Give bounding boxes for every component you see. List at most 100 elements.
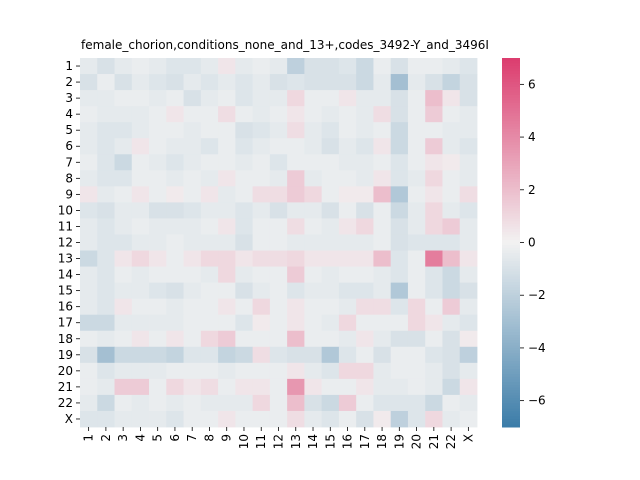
heatmap-cell-16-18 — [373, 298, 392, 316]
heatmap-cell-5-11 — [252, 122, 271, 139]
heatmap-cell-X-1 — [80, 410, 98, 428]
heatmap-cell-10-9 — [218, 202, 236, 219]
heatmap-cell-7-16 — [338, 154, 357, 171]
x-tick-label: 19 — [392, 434, 406, 449]
colorbar-strip — [502, 213, 520, 217]
heatmap-cell-3-6 — [166, 90, 184, 107]
colorbar-strip — [502, 324, 520, 328]
heatmap-cell-3-16 — [338, 90, 357, 107]
heatmap-cell-13-17 — [356, 250, 374, 267]
heatmap-cell-20-11 — [252, 362, 271, 380]
colorbar-strip — [502, 181, 520, 186]
heatmap-cell-12-13 — [287, 234, 305, 251]
heatmap-cell-1-21 — [425, 58, 443, 75]
heatmap-cell-9-22 — [442, 186, 461, 203]
colorbar-strip — [502, 113, 520, 117]
colorbar-strip — [502, 321, 520, 325]
heatmap-cell-9-21 — [425, 186, 443, 203]
heatmap-cell-21-15 — [321, 378, 340, 396]
colorbar-strip — [502, 147, 520, 151]
heatmap-cell-18-1 — [80, 330, 98, 348]
heatmap-cell-15-X — [459, 282, 478, 300]
heatmap-cell-15-4 — [131, 282, 150, 300]
heatmap-cell-18-5 — [149, 330, 167, 348]
heatmap-cell-9-9 — [218, 186, 236, 203]
x-tick-label: 15 — [323, 434, 337, 449]
heatmap-cell-22-12 — [269, 394, 288, 412]
heatmap-cell-11-21 — [425, 218, 443, 235]
colorbar-tick-label: 4 — [528, 130, 536, 144]
colorbar-strip — [502, 160, 520, 164]
colorbar-strip — [502, 384, 520, 388]
colorbar-strip — [502, 84, 520, 88]
heatmap-cell-17-6 — [166, 314, 184, 332]
heatmap-cell-2-9 — [218, 74, 236, 91]
heatmap-cell-6-6 — [166, 138, 184, 155]
heatmap-cell-19-4 — [131, 346, 150, 364]
heatmap-cell-9-11 — [252, 186, 271, 203]
heatmap-cell-4-12 — [269, 106, 288, 123]
heatmap-cell-3-12 — [269, 90, 288, 107]
heatmap-cell-13-3 — [114, 250, 133, 267]
colorbar-strip — [502, 226, 520, 230]
heatmap-cell-13-21 — [425, 250, 443, 267]
heatmap-cell-14-3 — [114, 266, 133, 284]
heatmap-cell-10-18 — [373, 202, 392, 219]
heatmap-cell-15-9 — [218, 282, 236, 300]
colorbar-strip — [502, 229, 520, 233]
heatmap-cell-7-22 — [442, 154, 461, 171]
heatmap-cell-15-5 — [149, 282, 167, 300]
heatmap-cell-14-8 — [200, 266, 219, 284]
heatmap-cell-22-14 — [304, 394, 323, 412]
heatmap-cell-8-13 — [287, 170, 305, 187]
heatmap-cell-17-16 — [338, 314, 357, 332]
heatmap-cell-22-8 — [200, 394, 219, 412]
heatmap-cell-22-3 — [114, 394, 133, 412]
heatmap-cell-10-15 — [321, 202, 340, 219]
heatmap-cell-6-5 — [149, 138, 167, 155]
heatmap-cell-12-15 — [321, 234, 340, 251]
heatmap-cell-2-15 — [321, 74, 340, 91]
heatmap-cell-20-10 — [235, 362, 254, 380]
colorbar-strip — [502, 134, 520, 138]
heatmap-cell-18-6 — [166, 330, 184, 348]
heatmap-cell-5-22 — [442, 122, 461, 139]
heatmap-cell-20-6 — [166, 362, 184, 380]
colorbar-strip — [502, 73, 520, 77]
heatmap-cell-X-4 — [131, 410, 150, 428]
heatmap-cell-7-15 — [321, 154, 340, 171]
heatmap-cell-13-4 — [131, 250, 150, 267]
colorbar-strip — [502, 142, 520, 146]
colorbar-strip — [502, 295, 520, 299]
heatmap-cell-10-10 — [235, 202, 254, 219]
colorbar-strip — [502, 163, 520, 167]
heatmap-cell-1-10 — [235, 58, 254, 75]
heatmap-cell-13-20 — [407, 250, 426, 267]
heatmap-cell-21-18 — [373, 378, 392, 396]
heatmap-cell-16-10 — [235, 298, 254, 316]
heatmap-cell-21-9 — [218, 378, 236, 396]
heatmap-cell-9-X — [459, 186, 478, 203]
heatmap-cell-22-7 — [183, 394, 202, 412]
colorbar-strip — [502, 311, 520, 315]
heatmap-cell-14-X — [459, 266, 478, 284]
colorbar-strip — [502, 131, 520, 135]
heatmap-cell-5-7 — [183, 122, 202, 139]
heatmap-cell-22-4 — [131, 394, 150, 412]
heatmap-cell-21-14 — [304, 378, 323, 396]
heatmap-cell-22-15 — [321, 394, 340, 412]
y-tick-label: 19 — [58, 348, 73, 362]
colorbar-strip — [502, 247, 520, 251]
heatmap-cell-15-13 — [287, 282, 305, 300]
colorbar-strip — [502, 276, 520, 280]
colorbar-strip — [502, 424, 520, 428]
heatmap-cell-3-8 — [200, 90, 219, 107]
heatmap-cell-2-13 — [287, 74, 305, 91]
heatmap-cell-14-22 — [442, 266, 461, 284]
heatmap-cell-9-10 — [235, 186, 254, 203]
colorbar-strip — [502, 260, 520, 265]
heatmap-cell-19-22 — [442, 346, 461, 364]
heatmap-cell-11-12 — [269, 218, 288, 235]
colorbar-strip — [502, 250, 520, 254]
colorbar-strip — [502, 155, 520, 159]
